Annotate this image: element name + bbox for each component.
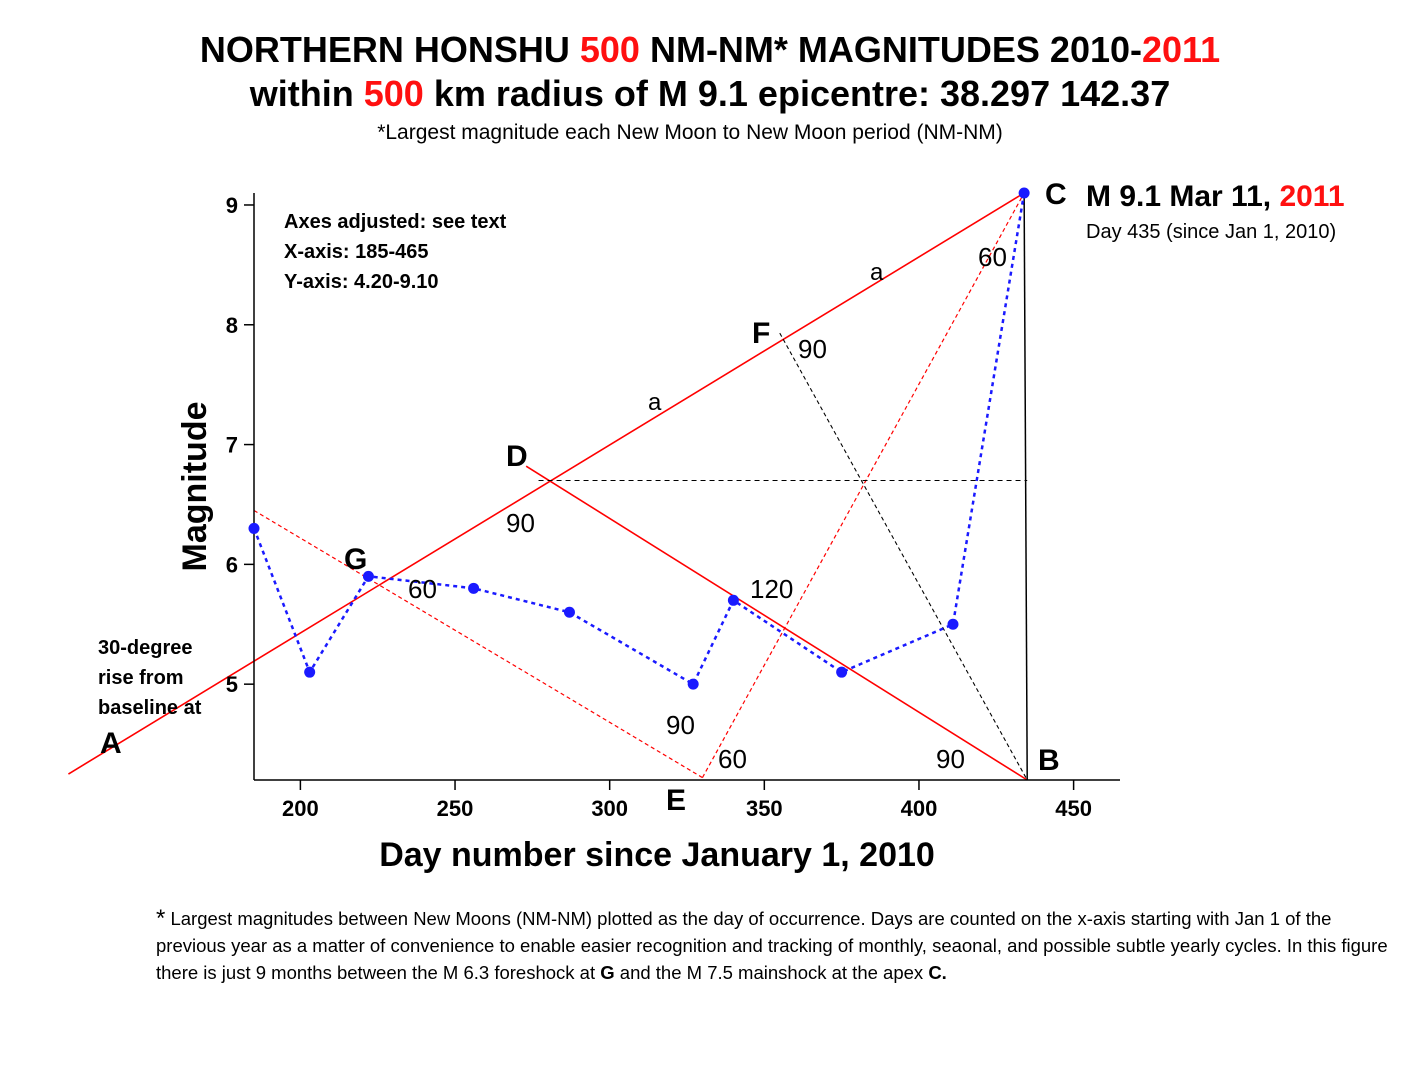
footnote-text-2: and the M 7.5 mainshock at the apex <box>614 962 929 983</box>
data-point-2 <box>362 570 374 582</box>
x-tick-label-300: 300 <box>591 796 628 821</box>
angle-label-5: 90 <box>666 710 695 740</box>
y-axis-label: Magnitude <box>176 402 214 572</box>
axes-note-0: Axes adjusted: see text <box>284 211 507 233</box>
angle-label-4: 60 <box>408 574 437 604</box>
axes-note-1: X-axis: 185-465 <box>284 241 429 263</box>
y-tick-label-5: 5 <box>226 672 238 697</box>
point-label-D: D <box>506 440 528 473</box>
apex-note-sub: Day 435 (since Jan 1, 2010) <box>1086 221 1336 243</box>
chart-subtitle: *Largest magnitude each New Moon to New … <box>377 121 1003 144</box>
dashed-line-fb <box>779 332 1028 781</box>
x-tick-label-200: 200 <box>282 796 319 821</box>
left-note-1: rise from <box>98 667 184 689</box>
series-line <box>252 192 1026 686</box>
data-point-0 <box>248 522 260 534</box>
footnote: * Largest magnitudes between New Moons (… <box>156 905 1406 986</box>
side-label-a-0: a <box>870 259 884 286</box>
apex-note: M 9.1 Mar 11, 2011 <box>1086 180 1345 213</box>
point-label-A: A <box>100 727 122 760</box>
point-label-B: B <box>1038 744 1060 777</box>
angle-label-3: 120 <box>750 574 793 604</box>
x-axis-label: Day number since January 1, 2010 <box>379 836 935 874</box>
dashed-line-ge <box>253 509 703 779</box>
y-tick-label-8: 8 <box>226 313 238 338</box>
angle-label-1: 90 <box>798 334 827 364</box>
data-point-8 <box>947 618 959 630</box>
dashed-line-ec <box>701 192 1025 778</box>
data-point-3 <box>468 582 480 594</box>
angle-label-6: 60 <box>718 744 747 774</box>
footnote-bold-c: C. <box>928 962 947 983</box>
y-tick-label-6: 6 <box>226 552 238 577</box>
x-tick-label-250: 250 <box>437 796 474 821</box>
point-label-C: C <box>1045 178 1067 211</box>
data-point-6 <box>727 594 739 606</box>
y-tick-label-9: 9 <box>226 193 238 218</box>
angle-label-7: 90 <box>936 744 965 774</box>
footnote-star: * <box>156 905 166 932</box>
data-point-7 <box>836 666 848 678</box>
left-note-0: 30-degree <box>98 637 193 659</box>
chart-title: NORTHERN HONSHU 500 NM-NM* MAGNITUDES 20… <box>0 28 1420 116</box>
point-label-E: E <box>666 784 686 817</box>
title-line-1: NORTHERN HONSHU 500 NM-NM* MAGNITUDES 20… <box>199 29 1221 70</box>
y-tick-label-7: 7 <box>226 433 238 458</box>
data-point-4 <box>563 606 575 618</box>
trend-line-db <box>525 465 1028 781</box>
footnote-text-1: Largest magnitudes between New Moons (NM… <box>156 908 1388 983</box>
trend-line-ac <box>68 192 1025 775</box>
x-tick-label-450: 450 <box>1055 796 1092 821</box>
data-point-5 <box>687 678 699 690</box>
side-label-a-1: a <box>648 389 662 416</box>
point-label-G: G <box>344 543 367 576</box>
left-note-2: baseline at <box>98 697 202 719</box>
angle-label-2: 90 <box>506 508 535 538</box>
point-label-F: F <box>752 317 770 350</box>
axes-note-2: Y-axis: 4.20-9.10 <box>284 271 439 293</box>
x-tick-label-350: 350 <box>746 796 783 821</box>
data-point-1 <box>304 666 316 678</box>
x-tick-label-400: 400 <box>901 796 938 821</box>
vertical-line-cb <box>1023 192 1028 781</box>
title-line-2: within 500 km radius of M 9.1 epicentre:… <box>249 73 1171 114</box>
angle-label-0: 60 <box>978 242 1007 272</box>
data-point-9 <box>1018 187 1030 199</box>
footnote-bold-g: G <box>600 962 615 983</box>
